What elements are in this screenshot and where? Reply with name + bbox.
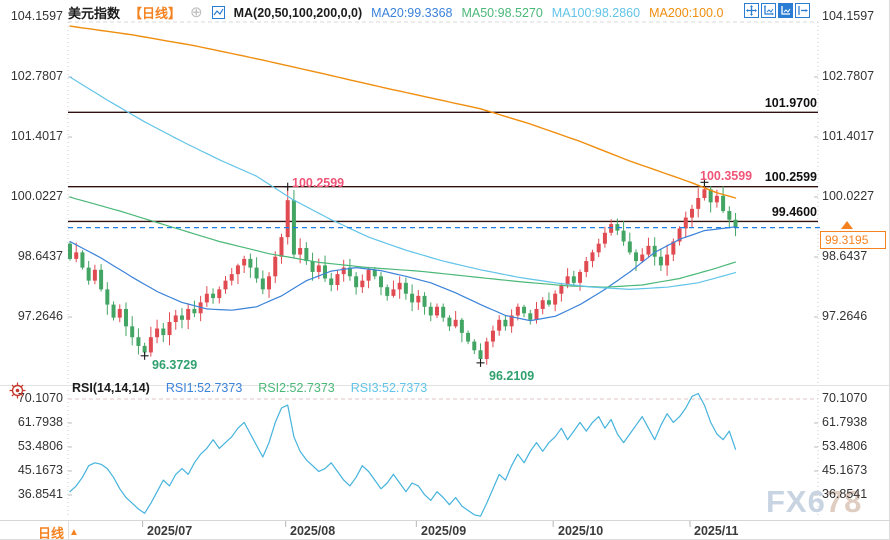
swing-high-label: 100.3599 (700, 169, 753, 183)
y-axis-label: 102.7807 (10, 69, 63, 83)
swing-low-label: 96.2109 (489, 369, 535, 383)
symbol-title: 美元指数 (68, 6, 121, 21)
rsi-axis-label: 70.1070 (17, 391, 63, 405)
chevron-up-icon: ▲ (69, 527, 79, 538)
rsi-legend: RSI(14,14,14) RSI1:52.7373 RSI2:52.7373 … (72, 381, 427, 395)
ma-settings-label[interactable]: MA(20,50,100,200,0,0) (233, 5, 363, 20)
period-tag[interactable]: 【日线】 (129, 6, 182, 21)
chart-toolbar (744, 3, 810, 18)
swing-high-label: 100.2599 (292, 176, 345, 190)
main-legend: 美元指数 【日线】 ⊕ MA(20,50,100,200,0,0) MA20:9… (68, 3, 723, 22)
rsi-axis-label: 53.4806 (822, 439, 868, 453)
timeframe-label: 日线 (38, 526, 65, 540)
panel-separator (0, 385, 889, 386)
ma50-value: MA50:98.5270 (461, 5, 543, 20)
ma200-value: MA200:100.0 (649, 5, 724, 20)
rsi-axis-label: 45.1673 (822, 463, 868, 477)
pan-right-icon[interactable] (795, 3, 810, 18)
rsi-axis-label: 53.4806 (17, 439, 63, 453)
date-axis-label: 2025/11 (694, 524, 739, 538)
rsi-axis-label: 61.7938 (17, 415, 63, 429)
price-level-label: 99.4600 (771, 205, 817, 219)
fx678-watermark: FX678 (766, 484, 862, 520)
rsi-axis-label: 36.8541 (17, 487, 63, 501)
crosshair-move-icon[interactable] (744, 3, 759, 18)
candlestick-mini-icon (211, 6, 225, 19)
add-indicator-icon[interactable]: ⊕ (190, 4, 203, 21)
y-axis-label: 101.4017 (822, 129, 875, 143)
price-up-arrow-icon (841, 221, 853, 229)
watermark-text: 78 (825, 484, 863, 519)
rsi-axis-label: 45.1673 (17, 463, 63, 477)
rsi-settings-label[interactable]: RSI(14,14,14) (72, 381, 150, 395)
swing-low-label: 96.3729 (152, 358, 198, 372)
ma100-value: MA100:98.2860 (551, 5, 641, 20)
y-axis-label: 98.6437 (822, 249, 868, 263)
price-level-label: 100.2599 (764, 170, 817, 184)
last-price-badge: 99.3195 (820, 231, 886, 249)
indicator-settings-icon[interactable] (8, 381, 27, 400)
y-axis-label: 102.7807 (822, 69, 875, 83)
rsi2-value: RSI2:52.7373 (258, 381, 335, 395)
date-axis-label: 2025/08 (290, 524, 336, 538)
y-axis-label: 98.6437 (17, 249, 63, 263)
axis-scale-icon[interactable] (761, 3, 776, 18)
date-axis-label: 2025/07 (147, 524, 193, 538)
y-axis-label: 97.2646 (17, 309, 63, 323)
rsi3-value: RSI3:52.7373 (350, 381, 428, 395)
date-strip-divider (68, 521, 69, 539)
watermark-text: FX6 (766, 484, 826, 519)
y-axis-label: 104.1597 (822, 9, 875, 23)
y-axis-label: 101.4017 (10, 129, 63, 143)
rsi-axis-label: 70.1070 (822, 391, 868, 405)
axis-fit-icon[interactable] (778, 3, 793, 18)
y-axis-label: 100.0227 (822, 189, 875, 203)
y-axis-label: 100.0227 (10, 189, 63, 203)
date-axis-label: 2025/10 (558, 524, 604, 538)
timeframe-selector[interactable]: 日线 ▲ (38, 523, 79, 540)
rsi1-value: RSI1:52.7373 (165, 381, 243, 395)
axis-separator (0, 520, 889, 521)
y-axis-label: 97.2646 (822, 309, 868, 323)
rsi-axis-label: 61.7938 (822, 415, 868, 429)
y-axis-label: 104.1597 (10, 9, 63, 23)
price-level-label: 101.9700 (764, 96, 817, 110)
rsi-axis-label: 36.8541 (822, 487, 868, 501)
date-axis-label: 2025/09 (421, 524, 467, 538)
ma20-value: MA20:99.3368 (371, 5, 453, 20)
